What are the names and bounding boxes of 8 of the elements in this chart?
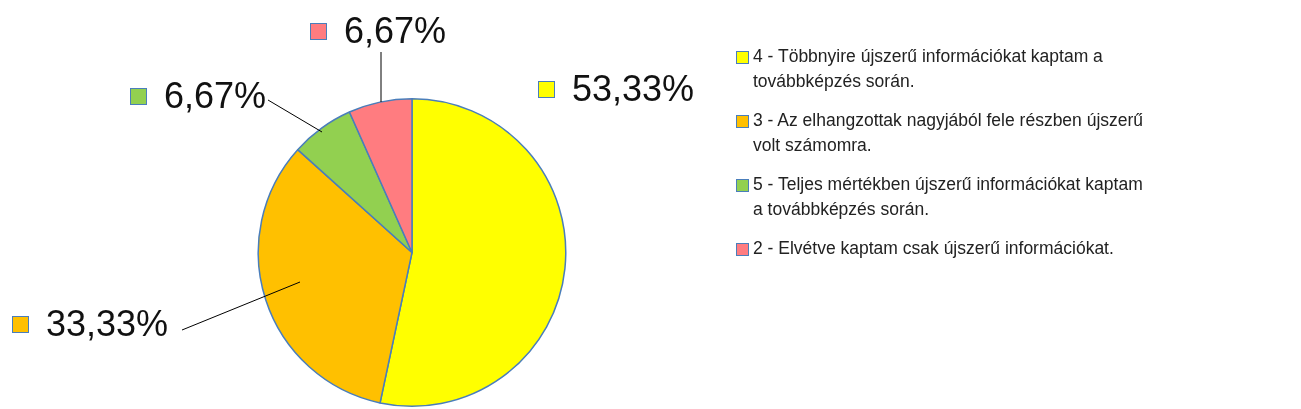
legend-label: 5 - Teljes mértékben újszerű információkat kaptam a továbbképzés során. <box>753 173 1144 221</box>
data-label: 6,67% <box>344 9 447 51</box>
legend-label: 2 - Elvétve kaptam csak újszerű információkat. <box>753 237 1114 260</box>
data-label: 6,67% <box>164 74 267 116</box>
data-label: 53,33% <box>572 67 695 109</box>
data-label: 33,33% <box>46 302 169 344</box>
legend-label: 3 - Az elhangzottak nagyjából fele részben újszerű volt számomra. <box>753 109 1145 157</box>
legend-label: 4 - Többnyire újszerű információkat kaptam a továbbképzés során. <box>753 45 1104 93</box>
